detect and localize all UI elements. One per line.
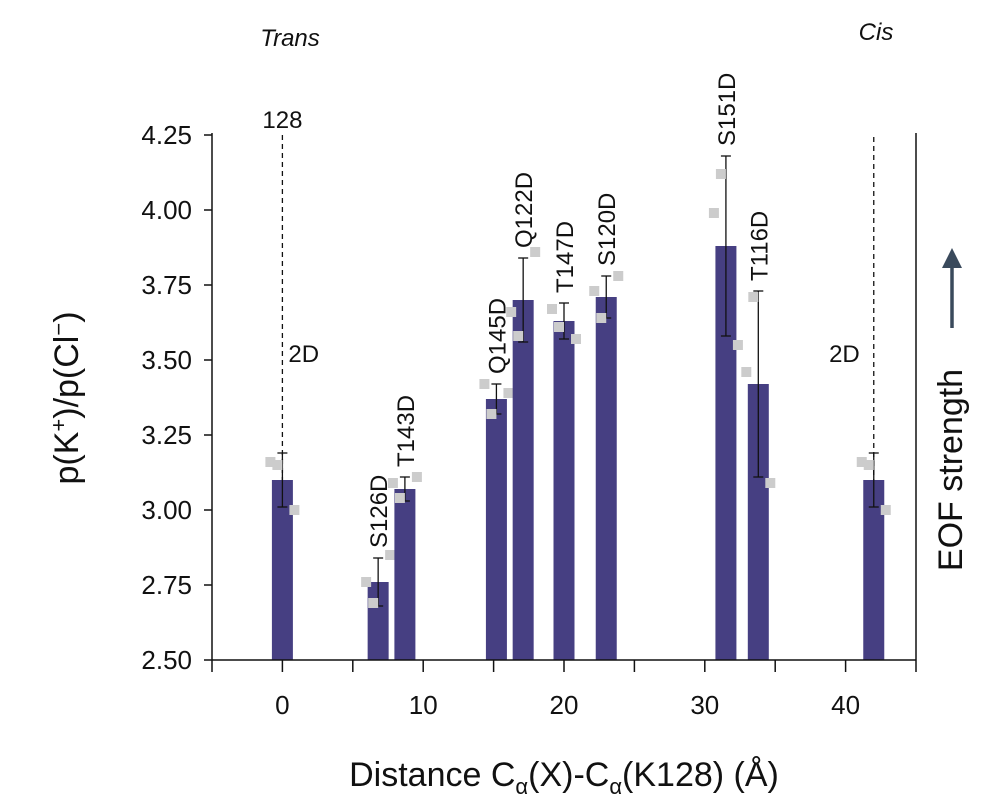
data-point — [387, 478, 398, 488]
data-point — [741, 367, 752, 377]
data-point — [748, 292, 759, 302]
bar — [715, 246, 737, 660]
x-axis-title-part: α — [515, 774, 528, 799]
cis-label: Cis — [859, 19, 894, 46]
data-point — [554, 322, 564, 332]
y-tick-label: 4.25 — [141, 120, 192, 150]
bar — [485, 399, 507, 660]
bar — [512, 300, 534, 660]
data-point — [361, 577, 372, 587]
x-axis-title: Distance Cα(X)-Cα(K128) (Å) — [349, 756, 779, 799]
bar — [747, 384, 769, 660]
reference-label: 2D — [829, 341, 860, 368]
y-axis-title-part: )/p(Cl — [48, 336, 86, 419]
data-point — [265, 457, 276, 467]
data-point — [411, 472, 422, 482]
y-axis-title-part: + — [46, 419, 71, 432]
data-point — [596, 313, 607, 323]
bar — [595, 297, 617, 660]
y-axis-title-part: − — [46, 323, 71, 336]
data-point — [530, 247, 541, 257]
data-point — [856, 457, 867, 467]
y-tick-label: 3.25 — [141, 420, 192, 450]
data-point — [394, 493, 405, 503]
data-point — [880, 505, 891, 515]
data-point — [589, 286, 600, 296]
data-point — [289, 505, 300, 515]
x-axis-title-part: (K128) (Å) — [622, 756, 779, 794]
trans-label: Trans — [260, 25, 320, 52]
eof-arrow-up-icon — [942, 248, 962, 268]
bar-label: S120D — [594, 193, 621, 266]
x-tick-label: 30 — [690, 690, 719, 720]
bar — [271, 480, 293, 660]
x-axis-title-part: α — [609, 774, 622, 799]
y-axis-title-part: ) — [48, 311, 86, 322]
x-tick-label: 10 — [409, 690, 438, 720]
y-tick-label: 3.00 — [141, 495, 192, 525]
x-axis-title-part: (X)-C — [528, 756, 609, 794]
data-point — [513, 331, 524, 341]
x-axis-title-part: Distance C — [349, 756, 515, 794]
x-tick-label: 20 — [550, 690, 579, 720]
axes: 2.50 2.75 3.00 3.25 3.50 3.75 4.00 4.25 0 10 20 30 4… — [46, 120, 962, 799]
data-point — [479, 379, 490, 389]
data-point — [708, 208, 719, 218]
bar-label: Q145D — [484, 298, 511, 374]
data-point — [272, 460, 283, 470]
bar-label: T116D — [746, 211, 773, 281]
bar-label: Q122D — [511, 172, 538, 248]
data-point — [486, 409, 497, 419]
data-point — [863, 460, 874, 470]
y-tick-label: 3.75 — [141, 270, 192, 300]
reference-top-label: 128 — [262, 107, 302, 134]
data-point — [547, 304, 557, 314]
eof-strength-label: EOF strength — [932, 369, 970, 571]
bar-label: S126D — [366, 475, 393, 548]
data-point — [715, 169, 726, 179]
bar — [863, 480, 885, 660]
y-tick-label: 3.50 — [141, 345, 192, 375]
data-point — [368, 598, 379, 608]
bar — [394, 489, 416, 660]
x-tick-label: 0 — [275, 690, 289, 720]
y-tick-label: 4.00 — [141, 195, 192, 225]
data-point — [613, 271, 624, 281]
reference-label: 2D — [288, 341, 319, 368]
y-axis-title-part: p(K — [48, 431, 86, 484]
data-point — [503, 388, 514, 398]
x-tick-label: 40 — [831, 690, 860, 720]
bar-label: T143D — [393, 395, 420, 467]
y-tick-label: 2.75 — [141, 570, 192, 600]
data-point — [571, 334, 581, 344]
bar-label: S151D — [714, 73, 741, 146]
bars — [265, 155, 891, 660]
bar-label: T147D — [552, 221, 579, 293]
data-point — [732, 340, 743, 350]
bar — [553, 321, 575, 660]
data-point — [765, 478, 776, 488]
y-tick-label: 2.50 — [141, 645, 192, 675]
data-point — [385, 550, 396, 560]
data-point — [506, 307, 517, 317]
y-axis-title: p(K+)/p(Cl−) — [46, 311, 86, 484]
